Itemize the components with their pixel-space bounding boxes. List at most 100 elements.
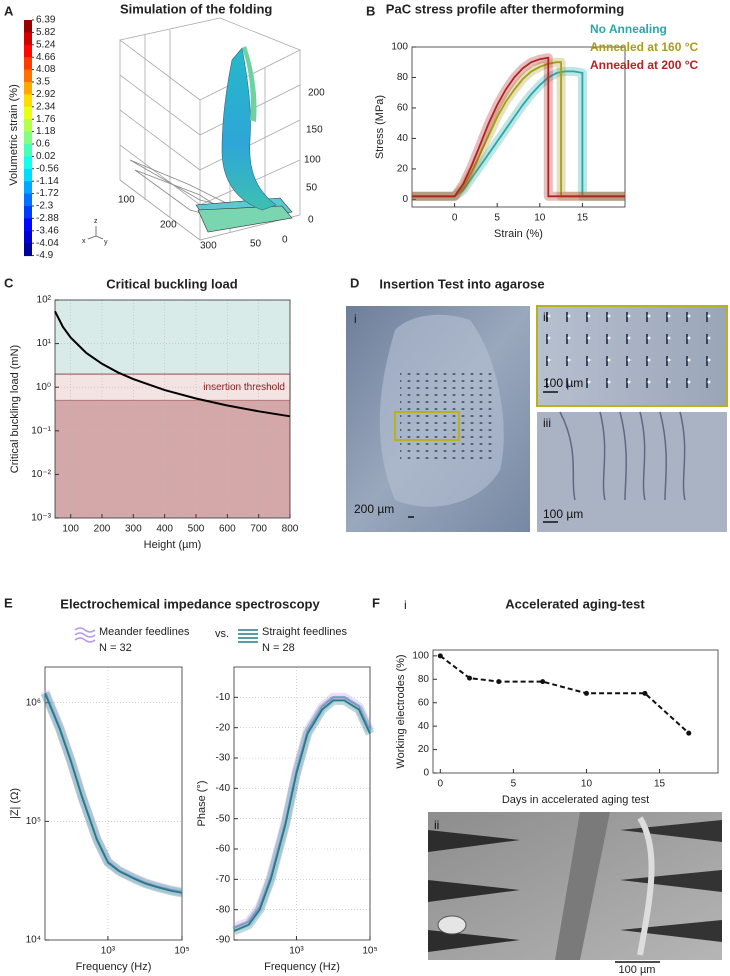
- y-tick-label: 10²: [37, 295, 52, 306]
- photo-label: ii: [543, 310, 548, 324]
- colorbar-segment: [24, 94, 32, 108]
- colorbar-tick-label: -2.3: [36, 201, 54, 212]
- x-tick-label: 0: [452, 213, 458, 224]
- x-axis-label: Frequency (Hz): [264, 961, 340, 973]
- y-tick-label: 0: [282, 235, 288, 246]
- legend-label: Straight feedlines: [262, 626, 347, 638]
- scale-bar-label: 100 µm: [543, 376, 583, 390]
- legend-label: Annealed at 160 °C: [590, 40, 699, 54]
- photo-agarose: [346, 305, 728, 532]
- scale-bar-label: 100 µm: [619, 964, 656, 976]
- x-tick-label: 10: [581, 779, 593, 790]
- x-tick-label: 5: [494, 213, 500, 224]
- x-tick-label: 600: [219, 524, 236, 535]
- colorbar-tick-label: 0.6: [36, 139, 50, 150]
- y-tick-label: -10: [216, 692, 231, 703]
- x-tick-label: 200: [94, 524, 111, 535]
- y-tick-label: -80: [216, 904, 231, 915]
- y-tick-label: 40: [397, 133, 409, 144]
- y-axis-label: Critical buckling load (mN): [9, 345, 21, 473]
- colorbar-tick-label: -4.04: [36, 238, 59, 249]
- marker: [583, 690, 589, 696]
- y-tick-label: 0: [402, 194, 408, 205]
- z-tick-label: 200: [308, 88, 325, 99]
- y-tick-label: -40: [216, 783, 231, 794]
- panel-letter: A: [4, 3, 14, 18]
- panel-title: Insertion Test into agarose: [379, 276, 544, 291]
- colorbar-segment: [24, 106, 32, 120]
- panel-title: Electrochemical impedance spectroscopy: [60, 596, 320, 611]
- y-tick-label: 0: [423, 768, 429, 779]
- region-above: [55, 300, 290, 375]
- photo-label: iii: [543, 416, 551, 430]
- x-tick-label: 10³: [289, 946, 304, 957]
- marker: [496, 679, 502, 685]
- z-tick-label: 0: [308, 215, 314, 226]
- x-tick-label: 15: [577, 213, 589, 224]
- y-tick-label: 60: [397, 103, 409, 114]
- colorbar-tick-label: -1.72: [36, 188, 59, 199]
- x-tick-label: 100: [118, 195, 135, 206]
- colorbar-tick-label: 2.34: [36, 101, 56, 112]
- chart-title: Accelerated aging-test: [505, 596, 645, 611]
- colorbar-tick-label: -3.46: [36, 225, 59, 236]
- y-tick-label: 10⁶: [26, 697, 41, 708]
- colorbar-tick-label: -4.9: [36, 250, 54, 261]
- line: [412, 56, 625, 198]
- colorbar-segment: [24, 156, 32, 170]
- colorbar-tick-label: 0.02: [36, 151, 56, 162]
- y-tick-label: -20: [216, 722, 231, 733]
- panel-letter: F: [372, 595, 380, 610]
- colorbar-tick-label: 1.76: [36, 114, 56, 125]
- legend-icons: [74, 627, 258, 643]
- line: [44, 692, 183, 894]
- y-axis-label: Working electrodes (%): [395, 654, 407, 768]
- line-band: [232, 692, 375, 933]
- line: [233, 696, 371, 929]
- y-tick-label: 60: [418, 697, 430, 708]
- colorbar-segment: [24, 20, 32, 33]
- photo-label: i: [354, 312, 357, 326]
- x-tick-label: 10: [534, 213, 546, 224]
- x-tick-label: 800: [282, 524, 299, 535]
- legend-n: N = 32: [99, 642, 132, 654]
- x-tick-label: 100: [62, 524, 79, 535]
- chart-title: Simulation of the folding: [120, 1, 272, 16]
- axis-letter: z: [94, 218, 98, 225]
- colorbar-segment: [24, 230, 32, 244]
- colorbar-segment: [24, 206, 32, 219]
- y-tick-label: 50: [250, 239, 262, 250]
- colorbar-segment: [24, 44, 32, 58]
- y-tick-label: 20: [418, 744, 430, 755]
- y-tick-label: 80: [397, 72, 409, 83]
- panel-letter: E: [4, 595, 13, 610]
- surface: [129, 46, 293, 233]
- x-tick-label: 700: [250, 524, 267, 535]
- marker: [540, 679, 546, 685]
- sem-image: [428, 812, 722, 963]
- z-tick-label: 150: [306, 125, 323, 136]
- plot-frame: [411, 46, 626, 208]
- y-tick-label: 10¹: [37, 338, 52, 349]
- colorbar-segment: [24, 119, 32, 133]
- panel-letter: D: [350, 275, 359, 290]
- x-tick-label: 300: [200, 241, 217, 252]
- colorbar-tick-label: 5.82: [36, 27, 56, 38]
- colorbar-segment: [24, 57, 32, 71]
- x-axis-label: Strain (%): [494, 228, 543, 240]
- line: [439, 655, 690, 734]
- region-below: [55, 400, 290, 518]
- sub-label: ii: [434, 818, 439, 832]
- colorbar-tick-label: 1.18: [36, 126, 56, 137]
- colorbar-segment: [24, 181, 32, 195]
- line-band: [40, 691, 183, 898]
- colorbar-label: Volumetric strain (%): [8, 84, 20, 185]
- z-tick-label: 50: [306, 183, 318, 194]
- colorbar-tick-label: 6.39: [36, 15, 56, 26]
- colorbar-tick-label: -0.56: [36, 163, 59, 174]
- axis-triad: [87, 226, 104, 240]
- colorbar-tick-label: -2.88: [36, 213, 59, 224]
- x-tick-label: 500: [188, 524, 205, 535]
- legend-label: Annealed at 200 °C: [590, 58, 699, 72]
- colorbar-segment: [24, 144, 32, 157]
